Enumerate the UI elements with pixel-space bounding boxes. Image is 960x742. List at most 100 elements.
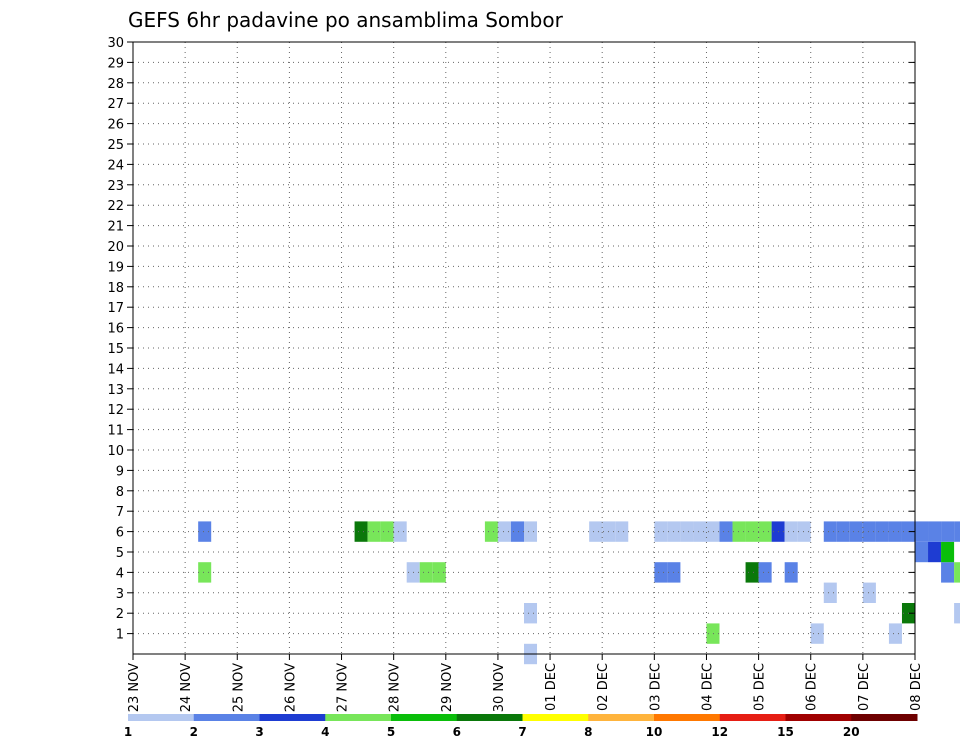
colorbar: 1 2 3 4 5 6 7 8 10 12 15 20 <box>124 714 918 739</box>
y-tick-label: 21 <box>107 220 124 235</box>
heatmap-cell <box>797 521 811 542</box>
y-tick-label: 6 <box>116 526 124 541</box>
heatmap-cell <box>654 521 668 542</box>
heatmap-cell <box>888 521 902 542</box>
y-tick-label: 20 <box>107 240 124 255</box>
heatmap-cell <box>915 541 929 563</box>
heatmap-cell <box>615 521 629 542</box>
colorbar-label: 12 <box>711 725 728 739</box>
colorbar-swatch <box>391 714 458 721</box>
y-tick-label: 26 <box>107 118 124 133</box>
x-tick-label: 28 NOV <box>388 663 403 712</box>
x-tick-label: 23 NOV <box>127 663 142 712</box>
heatmap-cell <box>497 521 511 542</box>
heatmap-cell <box>706 623 720 644</box>
y-tick-label: 15 <box>107 342 124 357</box>
y-tick-label: 4 <box>116 566 124 581</box>
x-tick-label: 06 DEC <box>805 663 820 711</box>
heatmap-cell <box>928 521 942 542</box>
heatmap-cell <box>823 582 837 603</box>
heatmap-cell <box>888 623 902 644</box>
heatmap-cell <box>719 521 733 542</box>
heatmap-cell <box>432 562 446 583</box>
y-tick-label: 2 <box>116 607 124 622</box>
x-tick-label: 26 NOV <box>283 663 298 712</box>
heatmap-cell <box>915 521 929 542</box>
y-tick-label: 28 <box>107 77 124 92</box>
heatmap-cell <box>875 521 889 542</box>
heatmap-cell <box>823 521 837 542</box>
y-tick-label: 9 <box>116 464 124 479</box>
y-tick-label: 24 <box>107 158 124 173</box>
x-tick-label: 02 DEC <box>596 663 611 711</box>
colorbar-swatch <box>522 714 589 721</box>
y-tick-label: 29 <box>107 56 124 71</box>
heatmap-cell <box>954 562 960 583</box>
x-tick-label: 24 NOV <box>179 663 194 712</box>
colorbar-label: 1 <box>124 725 132 739</box>
heatmap-cell <box>367 521 381 542</box>
colorbar-label: 7 <box>518 725 526 739</box>
x-tick-label: 05 DEC <box>753 663 768 711</box>
heatmap-cell <box>849 521 863 542</box>
heatmap-cells <box>198 521 960 665</box>
x-tick-label: 25 NOV <box>231 663 246 712</box>
colorbar-label: 3 <box>255 725 263 739</box>
chart-title: GEFS 6hr padavine po ansamblima Sombor <box>128 8 564 32</box>
heatmap-cell <box>524 603 538 624</box>
y-tick-label: 16 <box>107 322 124 337</box>
x-tick-label: 04 DEC <box>700 663 715 711</box>
heatmap-cell <box>745 562 759 583</box>
colorbar-label: 2 <box>190 725 198 739</box>
heatmap-cell <box>862 521 876 542</box>
colorbar-label: 6 <box>453 725 461 739</box>
heatmap-cell <box>941 521 955 542</box>
x-tick-label: 03 DEC <box>648 663 663 711</box>
heatmap-cell <box>354 521 368 542</box>
heatmap-cell <box>510 521 524 542</box>
y-tick-label: 25 <box>107 138 124 153</box>
x-axis: 23 NOV 24 NOV 25 NOV 26 NOV 27 NOV 28 NOV 29 N… <box>127 654 924 712</box>
y-tick-label: 3 <box>116 587 124 602</box>
heatmap-cell <box>810 623 824 644</box>
heatmap-cell <box>784 521 798 542</box>
y-tick-label: 11 <box>107 424 124 439</box>
y-tick-label: 22 <box>107 199 124 214</box>
y-tick-label: 27 <box>107 97 124 112</box>
heatmap-cell <box>954 521 960 542</box>
colorbar-swatch <box>588 714 655 721</box>
y-tick-label: 30 <box>107 36 124 51</box>
y-axis: 1234567891011121314151617181920212223242… <box>107 36 915 643</box>
colorbar-label: 15 <box>777 725 794 739</box>
colorbar-swatch <box>325 714 392 721</box>
heatmap-cell <box>745 521 759 542</box>
y-tick-label: 5 <box>116 546 124 561</box>
colorbar-swatch <box>719 714 786 721</box>
y-tick-label: 7 <box>116 505 124 520</box>
heatmap-cell <box>693 521 707 542</box>
x-tick-label: 08 DEC <box>909 663 924 711</box>
y-tick-label: 12 <box>107 403 124 418</box>
colorbar-label: 4 <box>321 725 329 739</box>
heatmap-cell <box>393 521 407 542</box>
heatmap-cell <box>862 582 876 603</box>
colorbar-swatch <box>785 714 852 721</box>
colorbar-swatch <box>654 714 721 721</box>
y-tick-label: 23 <box>107 179 124 194</box>
y-tick-label: 13 <box>107 383 124 398</box>
y-tick-label: 8 <box>116 485 124 500</box>
y-tick-label: 1 <box>116 628 124 643</box>
colorbar-swatch <box>259 714 326 721</box>
colorbar-label: 20 <box>843 725 860 739</box>
heatmap-cell <box>758 521 772 542</box>
grid-lines <box>133 41 915 654</box>
y-tick-label: 17 <box>107 301 124 316</box>
y-tick-label: 19 <box>107 260 124 275</box>
heatmap-cell <box>784 562 798 583</box>
heatmap-cell <box>380 521 394 542</box>
x-tick-label: 27 NOV <box>336 663 351 712</box>
x-tick-label: 29 NOV <box>440 663 455 712</box>
heatmap-cell <box>524 521 538 542</box>
heatmap-cell <box>680 521 694 542</box>
